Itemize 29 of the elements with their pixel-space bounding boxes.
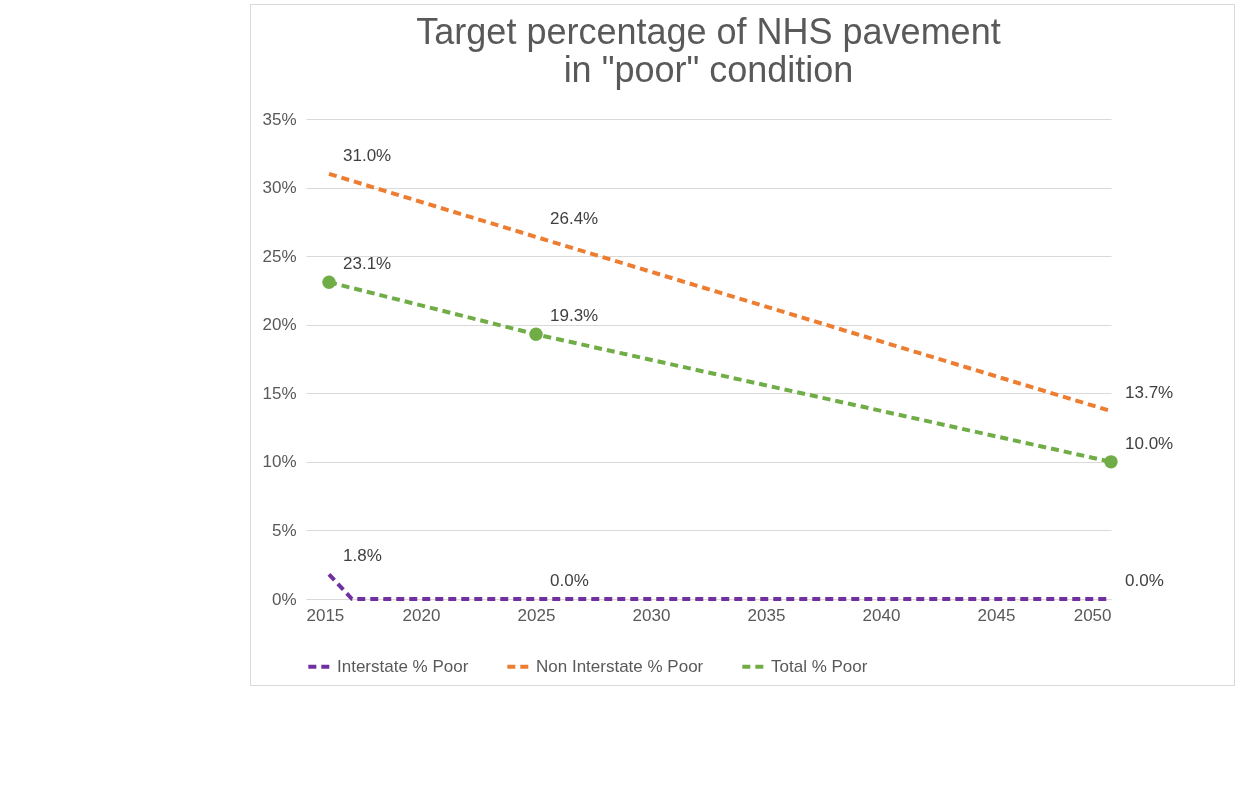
x-tick-label: 2045 <box>977 605 1016 625</box>
y-tick-label: 35% <box>262 109 297 129</box>
data-label: 31.0% <box>343 145 392 165</box>
y-tick-label: 0% <box>271 589 297 609</box>
y-tick-label: 15% <box>262 383 297 403</box>
x-tick-label: 2035 <box>747 605 786 625</box>
x-tick-label: 2025 <box>517 605 556 625</box>
y-tick-label: 5% <box>271 520 297 540</box>
data-label: 0.0% <box>550 571 589 590</box>
y-tick-label: 30% <box>262 178 297 198</box>
legend-label: Total % Poor <box>771 656 868 676</box>
x-tick-label: 2015 <box>306 605 345 625</box>
x-tick-label: 2030 <box>632 605 671 625</box>
chart-title: Target percentage of NHS pavement in "poor" condition <box>416 11 1001 90</box>
x-tick-label: 2040 <box>862 605 901 625</box>
data-label: 26.4% <box>550 208 599 228</box>
data-label: 13.7% <box>1125 383 1174 403</box>
y-tick-label: 20% <box>262 315 297 335</box>
x-tick-label: 2050 <box>1073 605 1112 625</box>
data-label: 0.0% <box>1125 571 1164 590</box>
legend-label: Interstate % Poor <box>337 656 469 676</box>
data-label: 10.0% <box>1125 433 1174 453</box>
x-tick-label: 2020 <box>402 605 441 625</box>
y-tick-label: 25% <box>262 246 297 266</box>
y-tick-label: 10% <box>262 452 297 472</box>
data-label: 23.1% <box>343 254 392 274</box>
data-label: 1.8% <box>343 546 382 566</box>
legend-label: Non Interstate % Poor <box>536 656 704 676</box>
data-label: 19.3% <box>550 306 599 326</box>
